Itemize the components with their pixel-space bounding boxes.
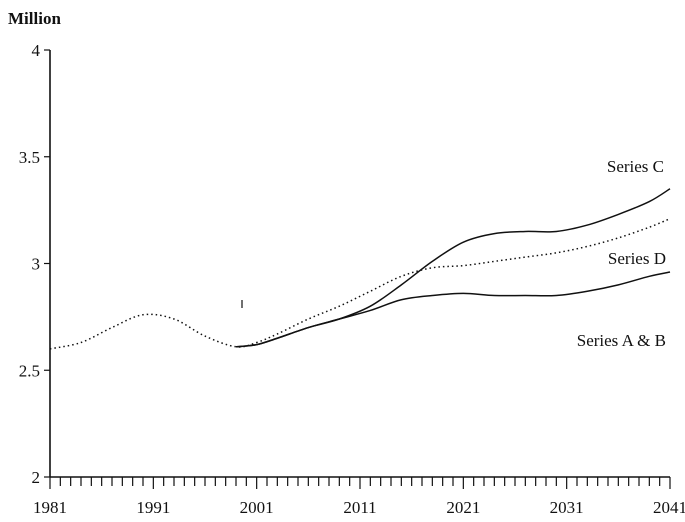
y-tick-label: 3.5 xyxy=(19,148,40,167)
y-axis-title: Million xyxy=(8,9,61,28)
series-lines xyxy=(49,188,671,350)
y-tick-label: 4 xyxy=(32,41,41,60)
series-d-label: Series D xyxy=(608,249,666,268)
series-ab-label: Series A & B xyxy=(577,331,666,350)
series-c-line xyxy=(235,188,671,348)
y-tick-label: 3 xyxy=(32,255,41,274)
x-axis-ticks: 1981 1991 2001 2011 2021 2031 2041 xyxy=(33,477,685,517)
x-tick-label: 2041 xyxy=(653,498,685,517)
series-c-label: Series C xyxy=(607,157,664,176)
x-tick-label: 2031 xyxy=(550,498,584,517)
y-tick-label: 2.5 xyxy=(19,361,40,380)
y-axis-ticks: 2 2.5 3 3.5 4 xyxy=(19,41,50,487)
series-ab-line xyxy=(235,271,671,348)
series-d-line xyxy=(49,217,671,350)
x-tick-label: 1991 xyxy=(136,498,170,517)
x-tick-label: 2021 xyxy=(446,498,480,517)
y-tick-label: 2 xyxy=(32,468,41,487)
x-tick-label: 2001 xyxy=(240,498,274,517)
series-labels: Series C Series D Series A & B xyxy=(577,157,666,350)
x-tick-label: 1981 xyxy=(33,498,67,517)
x-tick-label: 2011 xyxy=(343,498,376,517)
